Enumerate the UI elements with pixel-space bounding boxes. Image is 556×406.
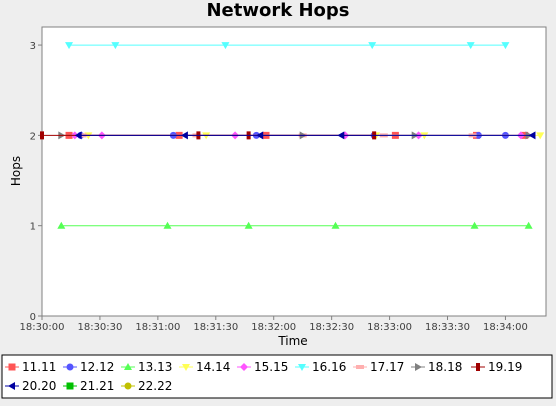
data-point [256, 131, 264, 140]
data-point [331, 221, 340, 229]
data-point [57, 221, 66, 229]
legend-item: 21.21 [63, 379, 114, 393]
x-tick-label: 18:33:30 [425, 322, 470, 333]
y-tick-label: 1 [30, 222, 36, 233]
legend-marker [415, 363, 422, 371]
legend-marker [66, 382, 74, 390]
legend-item: 13.13 [121, 360, 172, 374]
legend-marker [476, 363, 480, 371]
legend-item: 18.18 [411, 360, 462, 374]
legend: 11.11 12.12 13.13 14.14 15.15 16.16 17.17 18.18… [1, 354, 553, 399]
legend-item: 22.22 [121, 379, 172, 393]
x-tick-label: 18:30:00 [20, 322, 65, 333]
series-layer [40, 42, 545, 229]
y-tick-label: 0 [30, 312, 36, 323]
data-point [244, 221, 253, 229]
data-point [180, 131, 188, 140]
x-tick-label: 18:32:30 [309, 322, 354, 333]
legend-label: 19.19 [488, 360, 522, 374]
legend-label: 11.11 [22, 360, 56, 374]
series-20-20 [74, 131, 536, 140]
data-point [111, 42, 120, 50]
data-point [163, 221, 172, 229]
legend-label: 20.20 [22, 379, 56, 393]
x-tick-label: 18:31:00 [135, 322, 180, 333]
legend-marker [124, 363, 132, 370]
x-tick-label: 18:31:30 [193, 322, 238, 333]
x-axis: 18:30:00 18:30:30 18:31:00 18:31:30 18:32:00… [20, 316, 528, 333]
legend-item: 12.12 [63, 360, 114, 374]
data-point [466, 42, 475, 50]
legend-marker [66, 363, 74, 371]
legend-item: 14.14 [179, 360, 230, 374]
legend-item: 16.16 [295, 360, 346, 374]
x-tick-label: 18:34:00 [483, 322, 528, 333]
legend-marker [8, 363, 16, 371]
x-tick-label: 18:30:30 [77, 322, 122, 333]
plot-area [41, 26, 547, 317]
legend-item: 20.20 [5, 379, 56, 393]
legend-label: 17.17 [370, 360, 404, 374]
data-point [536, 132, 545, 140]
legend-marker [124, 382, 132, 390]
legend-label: 12.12 [80, 360, 114, 374]
legend-label: 16.16 [312, 360, 346, 374]
data-point [65, 42, 74, 50]
legend-item: 19.19 [471, 360, 522, 374]
data-point [40, 131, 44, 140]
series-16-16 [65, 42, 510, 50]
x-axis-label: Time [277, 334, 307, 348]
legend-marker [182, 364, 190, 371]
x-tick-label: 18:32:00 [251, 322, 296, 333]
legend-label: 15.15 [254, 360, 288, 374]
legend-label: 18.18 [428, 360, 462, 374]
series-13-13 [57, 221, 533, 229]
y-axis-label: Hops [9, 156, 23, 186]
data-point [337, 131, 345, 140]
legend-label: 14.14 [196, 360, 230, 374]
data-point [501, 42, 510, 50]
x-tick-label: 18:33:00 [367, 322, 412, 333]
legend-marker [8, 382, 15, 390]
legend-label: 21.21 [80, 379, 114, 393]
legend-marker [356, 365, 364, 369]
data-point [368, 42, 377, 50]
y-tick-label: 2 [30, 131, 36, 142]
legend-item: 11.11 [5, 360, 56, 374]
data-point [528, 131, 536, 140]
legend-item: 17.17 [353, 360, 404, 374]
legend-marker [240, 363, 248, 371]
data-point [524, 221, 533, 229]
chart-title: Network Hops [206, 0, 349, 21]
legend-marker [298, 364, 306, 371]
legend-box [1, 354, 553, 399]
y-tick-label: 3 [30, 41, 36, 52]
legend-item: 15.15 [237, 360, 288, 374]
legend-label: 13.13 [138, 360, 172, 374]
legend-label: 22.22 [138, 379, 172, 393]
data-point [221, 42, 230, 50]
data-point [74, 131, 82, 140]
data-point [470, 221, 479, 229]
